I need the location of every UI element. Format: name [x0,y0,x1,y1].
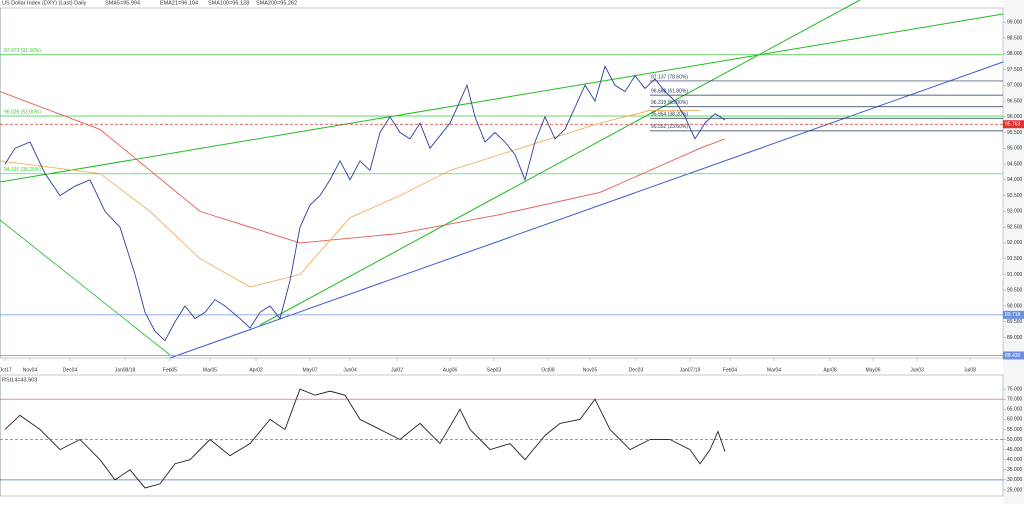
x-tick-label: Jul08 [964,367,976,373]
level-label: 96.026 (53.00%) [4,109,41,115]
level-label: 95.954 (38.20%) [651,112,688,118]
trend-line [259,0,861,326]
indicator-text: SMA5=95.994 [105,0,140,6]
level-label: 89.718 [1005,312,1021,318]
y-tick-label: 93.500 [1007,193,1023,199]
y-tick-label: 97.500 [1007,67,1023,73]
level-label: 95.763 [1005,122,1021,128]
indicator-text: SMA100=96.128 [208,0,249,6]
y-tick-label: 90.500 [1007,288,1023,294]
y-tick-label: 55.000 [1007,427,1023,433]
y-tick-label: 40.000 [1007,457,1023,463]
level-box [1003,310,1024,319]
y-tick-label: 75.000 [1007,386,1023,392]
x-tick-label: Jul02 [391,367,403,373]
trend-line [0,13,1004,183]
x-tick-label: Oct17 [0,367,12,373]
y-tick-label: 89.000 [1007,335,1023,341]
y-tick-label: 89.500 [1007,319,1023,325]
y-tick-label: 96.500 [1007,98,1023,104]
y-tick-label: 95.500 [1007,130,1023,136]
y-tick-label: 90.000 [1007,303,1023,309]
y-tick-label: 60.000 [1007,417,1023,423]
y-tick-label: 91.000 [1007,272,1023,278]
y-tick-label: 97.000 [1007,83,1023,89]
y-tick-label: 96.000 [1007,114,1023,120]
trend-line [169,61,1004,359]
level-box [1003,351,1024,360]
x-tick-label: Mar05 [203,367,217,373]
y-tick-label: 50.000 [1007,437,1023,443]
y-tick-label: 45.000 [1007,447,1023,453]
rsi-title: RSI14=43.903 [2,377,37,383]
y-tick-label: 92.500 [1007,224,1023,230]
y-tick-label: 99.000 [1007,20,1023,26]
level-label: 94.191 (38.20%) [4,167,41,173]
x-tick-label: May07 [302,367,317,373]
rsi-frame [0,374,1004,497]
level-label: 96.319 (50.00%) [651,100,688,106]
y-tick-label: 93.000 [1007,209,1023,215]
x-tick-label: Aug06 [443,367,458,373]
x-tick-label: Oct08 [541,367,555,373]
price-frame [0,7,1004,359]
y-tick-label: 94.000 [1007,177,1023,183]
y-tick-label: 70.000 [1007,397,1023,403]
x-tick-label: Nov04 [23,367,38,373]
y-tick-label: 98.500 [1007,35,1023,41]
x-tick-label: Jun04 [343,367,357,373]
x-tick-label: Sep03 [487,367,502,373]
x-tick-label: Jun03 [910,367,924,373]
y-tick-label: 95.000 [1007,146,1023,152]
level-label: 96.688 (61.80%) [651,88,688,94]
series-line [0,91,726,244]
y-tick-label: 92.000 [1007,240,1023,246]
y-tick-label: 65.000 [1007,407,1023,413]
x-tick-label: Apr08 [823,367,837,373]
level-label: 88.430 [1005,353,1021,359]
chart-title: US Dollar Index (DXY) (Last) Daily [2,0,87,6]
y-tick-label: 25.000 [1007,487,1023,493]
x-tick-label: Dec03 [629,367,644,373]
level-label: 97.973 (91.30%) [4,48,41,54]
y-tick-label: 94.500 [1007,161,1023,167]
x-tick-label: May06 [865,367,880,373]
x-tick-label: Feb05 [163,367,177,373]
trend-line [0,219,171,356]
y-tick-label: 91.500 [1007,256,1023,262]
x-tick-label: Apr02 [249,367,263,373]
y-tick-label: 35.000 [1007,467,1023,473]
y-tick-label: 30.000 [1007,477,1023,483]
x-tick-label: Nov05 [583,367,598,373]
x-tick-label: Mar04 [767,367,781,373]
x-tick-label: Dec04 [63,367,78,373]
y-tick-label: 98.000 [1007,51,1023,57]
indicator-text: EMA21=96.104 [160,0,198,6]
series-line [0,110,700,288]
level-label: 97.137 (78.60%) [651,74,688,80]
indicator-text: SMA200=95.262 [256,0,297,6]
series-line [4,388,726,489]
series-line [4,65,726,342]
level-box [1003,120,1024,129]
x-tick-label: Feb04 [723,367,737,373]
x-tick-label: Jan07/19 [680,367,701,373]
x-tick-label: Jan08/18 [115,367,136,373]
level-label: 95.552 (23.60%) [651,124,688,130]
